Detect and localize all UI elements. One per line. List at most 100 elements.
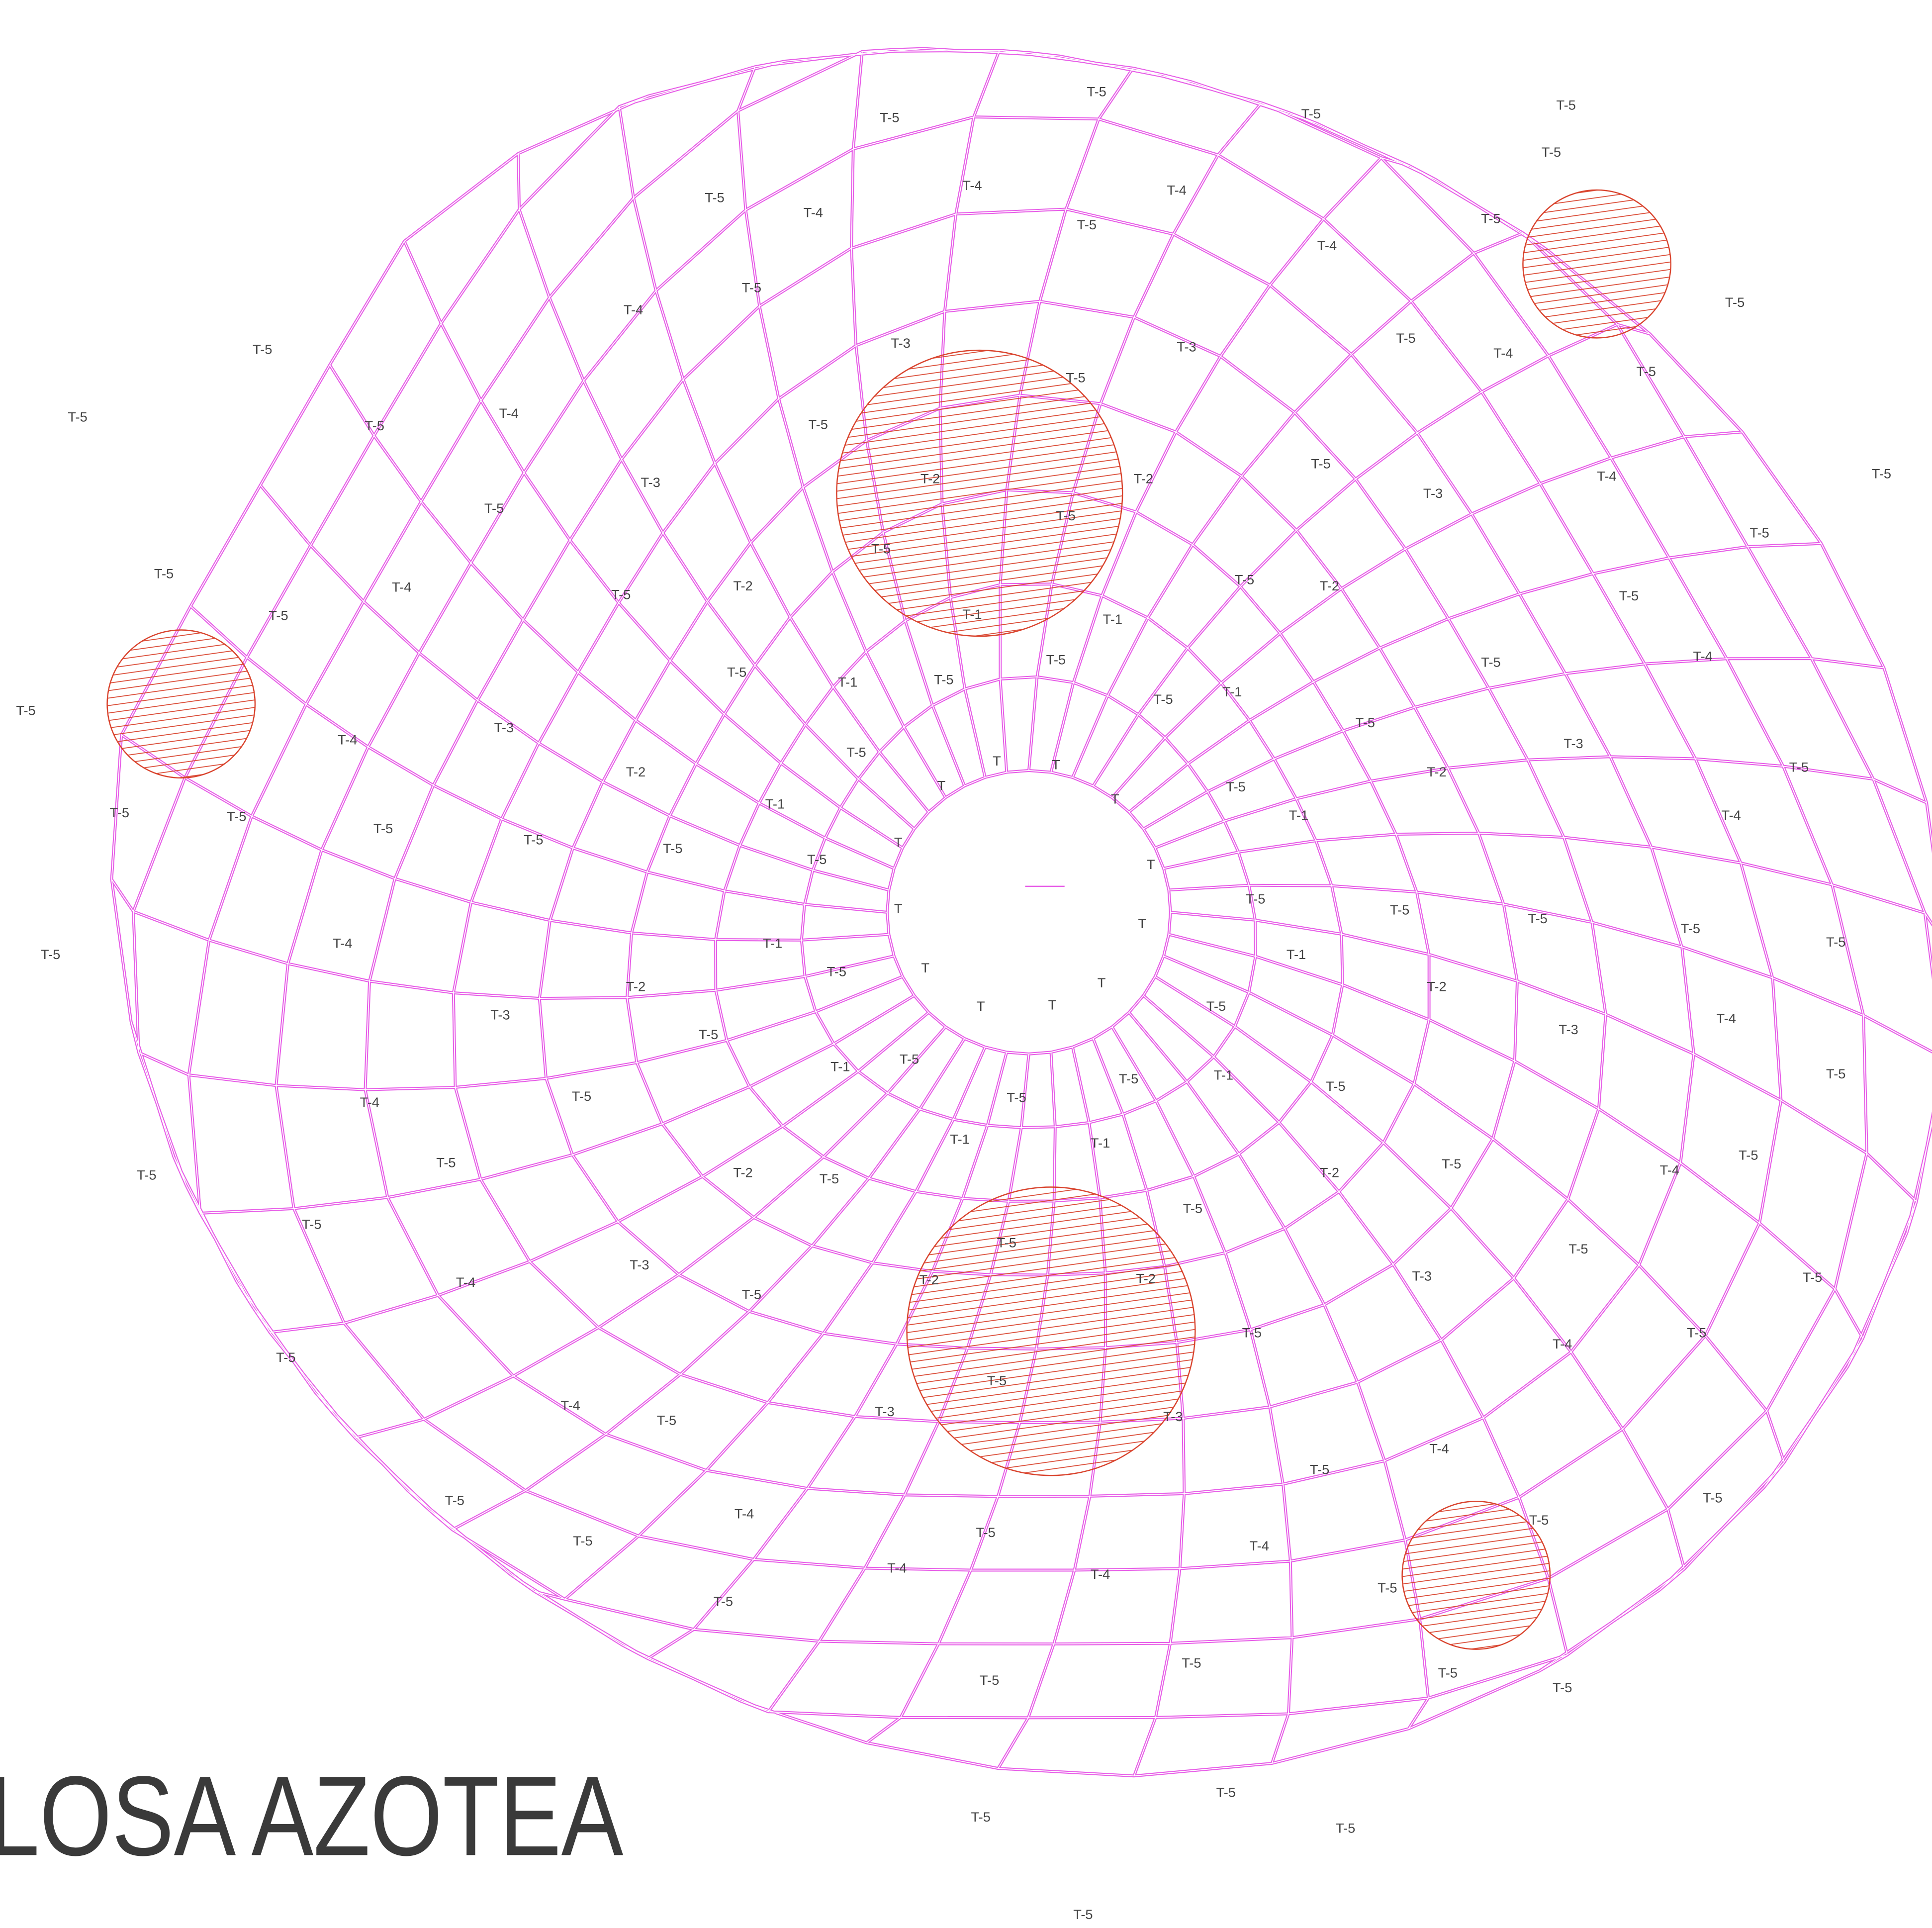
tile-label: T-4 <box>1553 1336 1572 1351</box>
tile-label: T-5 <box>1119 1071 1138 1086</box>
tile-label: T <box>1098 975 1106 990</box>
tile-label: T-4 <box>887 1560 907 1576</box>
tile-label: T-1 <box>838 674 857 689</box>
grid-line <box>111 49 1932 1776</box>
tile-label: T-5 <box>827 964 846 979</box>
tile-label: T-4 <box>1091 1566 1110 1582</box>
tile-label: T-1 <box>1289 807 1308 823</box>
tile-label: T-5 <box>276 1350 295 1365</box>
tile-label: T-5 <box>1077 217 1097 232</box>
tile-label: T-5 <box>68 409 87 425</box>
tile-label: T-4 <box>456 1274 475 1290</box>
tile-label: T-4 <box>1167 183 1186 198</box>
tile-label: T-5 <box>1749 525 1769 540</box>
tile-label: T-2 <box>626 764 645 779</box>
tile-label: T-4 <box>1660 1162 1679 1177</box>
tile-label: T-5 <box>1356 715 1375 730</box>
tile-label: T-1 <box>1091 1135 1110 1151</box>
tile-label: T-1 <box>763 936 782 951</box>
tile-label: T-5 <box>436 1155 456 1170</box>
tile-label: T-2 <box>1427 764 1446 779</box>
tile-label: T-4 <box>962 178 982 193</box>
tile-label: T <box>1138 916 1146 931</box>
tile-label: T-3 <box>630 1257 649 1272</box>
tile-label: T <box>894 834 903 850</box>
tile-label: T-4 <box>624 302 643 317</box>
tile-label: T <box>894 901 903 916</box>
tile-label: T <box>1111 791 1119 807</box>
tile-label: T-5 <box>227 808 246 824</box>
tile-label: T-5 <box>1636 364 1656 379</box>
tile-label: T-5 <box>1183 1200 1202 1216</box>
tile-label: T-4 <box>1717 1011 1736 1026</box>
tile-label: T-5 <box>1390 902 1409 918</box>
tile-label: T-2 <box>1427 978 1446 994</box>
tile-label: T-2 <box>626 978 645 994</box>
tile-label: T-5 <box>1087 84 1106 99</box>
tile-label: T-2 <box>733 578 752 593</box>
tile-label: T-3 <box>875 1404 894 1419</box>
tile-label: T-5 <box>572 1088 591 1104</box>
tile-label: T-5 <box>714 1594 733 1609</box>
tile-label: T-5 <box>373 821 393 836</box>
tile-label: T-5 <box>365 418 384 433</box>
tile-label: T-5 <box>1206 998 1226 1014</box>
tile-label: T-4 <box>333 936 352 951</box>
tile-label: T <box>1052 757 1060 772</box>
tile-label: T-5 <box>1310 1462 1329 1477</box>
tile-label: T-5 <box>1619 588 1639 603</box>
tile-label: T-1 <box>765 796 785 812</box>
tile-label: T-1 <box>830 1059 850 1074</box>
tile-label: T-1 <box>1103 611 1122 627</box>
tile-label: T-5 <box>846 745 866 760</box>
roof-plan: T-5 T-5 T-5 T-5 T-5 T-4 T-4 T-4 T-5 T-5 T-5 T-4 T-5 T… <box>0 0 1932 1928</box>
tile-label: T-5 <box>742 1287 761 1302</box>
tile-label: T-4 <box>499 405 519 421</box>
tile-label: T-4 <box>804 204 823 220</box>
tile-label: T-4 <box>392 579 411 595</box>
tile-label: T-5 <box>1529 1512 1549 1528</box>
tile-label: T-5 <box>997 1235 1016 1251</box>
skylight <box>1523 190 1670 338</box>
tile-label: T-5 <box>110 805 129 820</box>
tile-label: T-4 <box>1493 345 1513 361</box>
tile-label: T-5 <box>1803 1269 1822 1285</box>
tile-label: T-5 <box>880 110 899 125</box>
tile-label: T-5 <box>1725 294 1745 310</box>
tile-label: T-5 <box>611 586 631 602</box>
tile-label: T-5 <box>1703 1490 1722 1506</box>
tile-label: T-5 <box>1553 1680 1572 1695</box>
tile-label: T-5 <box>1739 1148 1758 1163</box>
tile-label: T-5 <box>154 566 174 581</box>
tile-label: T-5 <box>1442 1156 1461 1171</box>
tile-label: T-5 <box>1789 759 1809 774</box>
tile-label: T <box>993 753 1001 769</box>
tile-label: T-2 <box>1136 1270 1156 1286</box>
tile-label: T-5 <box>524 832 543 847</box>
tile-label: T <box>977 998 985 1014</box>
tile-label: T-5 <box>1073 1907 1093 1922</box>
tile-label: T-5 <box>1568 1241 1588 1256</box>
skylight <box>1402 1501 1550 1649</box>
skylight <box>836 350 1122 636</box>
tile-label: T <box>1048 997 1057 1012</box>
tile-label: T-5 <box>137 1167 156 1182</box>
tile-label: T-3 <box>1423 485 1443 501</box>
tile-label: T-5 <box>1242 1325 1262 1341</box>
tile-label: T-5 <box>820 1171 839 1186</box>
tile-label: T-5 <box>253 341 272 357</box>
tile-label: T-3 <box>494 720 514 735</box>
tile-label: T-5 <box>1336 1821 1355 1836</box>
tile-label: T-4 <box>338 732 357 748</box>
tile-label: T-1 <box>1214 1067 1233 1083</box>
tile-label: T-4 <box>735 1506 754 1522</box>
tile-label: T-5 <box>1235 572 1254 587</box>
tile-label: T-5 <box>1542 144 1561 160</box>
tile-grid <box>111 49 1932 1776</box>
tile-label: T-5 <box>1301 106 1321 121</box>
tile-label: T-5 <box>1326 1078 1345 1094</box>
tile-label: T <box>937 777 946 793</box>
tile-label: T-3 <box>1177 339 1196 354</box>
tile-label: T-5 <box>807 852 827 867</box>
tile-label: T-2 <box>1320 1164 1339 1180</box>
